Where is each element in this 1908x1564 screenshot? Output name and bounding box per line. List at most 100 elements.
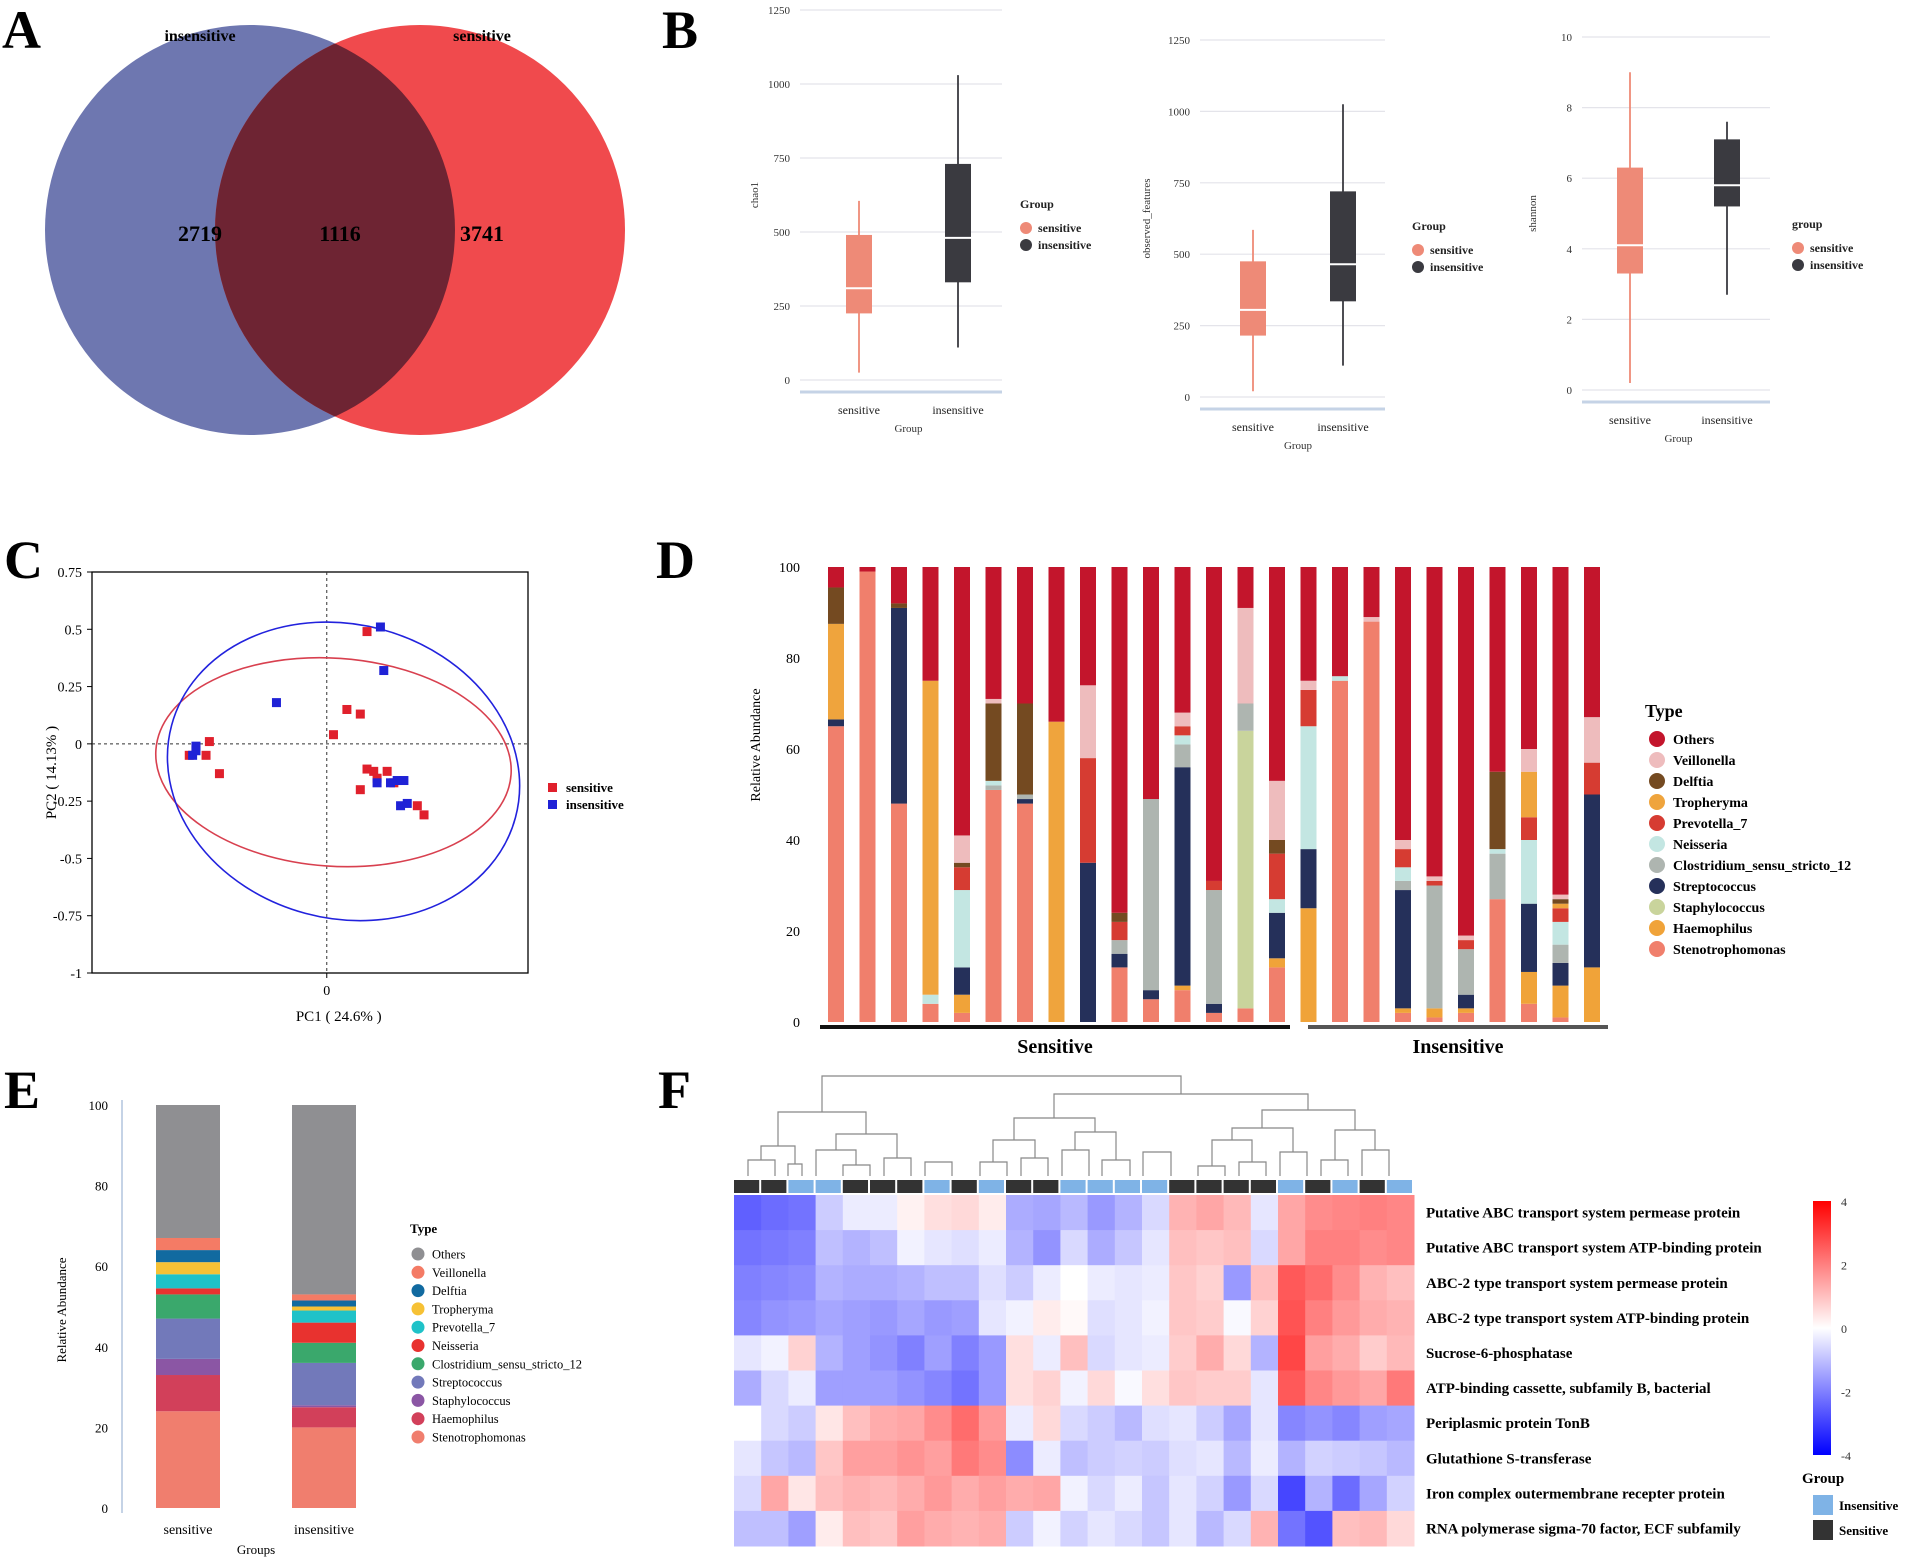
heatmap-cell bbox=[1114, 1335, 1143, 1371]
heatmap-cell bbox=[1060, 1370, 1089, 1407]
heatmap-cell bbox=[1169, 1335, 1197, 1371]
legend-label: Veillonella bbox=[432, 1266, 487, 1280]
group-label: Sensitive bbox=[1017, 1036, 1093, 1058]
group-strip-cell bbox=[788, 1180, 814, 1193]
heatmap-cell bbox=[870, 1370, 898, 1407]
heatmap-cell bbox=[924, 1440, 953, 1477]
heatmap-cell bbox=[870, 1265, 898, 1301]
bar-segment-clostridium_sensu_stricto_12 bbox=[985, 785, 1002, 790]
bar-segment-haemophilus bbox=[1300, 908, 1317, 1022]
heatmap-cell bbox=[951, 1440, 980, 1477]
venn-count-insensitive: 2719 bbox=[178, 221, 222, 246]
bar-segment-streptococcus bbox=[1395, 890, 1411, 1009]
heatmap-cell bbox=[761, 1195, 789, 1231]
dendrogram-branch bbox=[1053, 1093, 1309, 1118]
heatmap-cell bbox=[1359, 1405, 1388, 1442]
heatmap-cell bbox=[1332, 1300, 1361, 1336]
dendrogram-branch bbox=[1142, 1151, 1172, 1176]
bar-segment-veillonella bbox=[292, 1294, 356, 1301]
x-axis-label: PC1 ( 24.6% ) bbox=[296, 1009, 382, 1025]
legend-marker bbox=[1649, 752, 1665, 768]
heatmap-cell bbox=[924, 1370, 953, 1407]
heatmap-cell bbox=[815, 1335, 844, 1371]
group-strip-cell bbox=[951, 1180, 977, 1193]
heatmap-cell bbox=[951, 1510, 980, 1547]
boxplot-shannon: 0 2 4 6 8 10 shannon sensitive insensitive Group g… bbox=[1527, 32, 1864, 445]
heatmap-cell bbox=[1196, 1230, 1225, 1266]
y-tick-label: 1000 bbox=[1168, 106, 1191, 118]
heatmap-cell bbox=[1087, 1510, 1116, 1547]
bar-segment-clostridium_sensu_stricto_12 bbox=[1111, 940, 1128, 954]
bar-segment-others bbox=[1300, 567, 1317, 681]
bar-segment-streptococcus bbox=[1143, 990, 1159, 1000]
dendrogram-branch bbox=[1334, 1129, 1376, 1160]
venn-count-intersection: 1116 bbox=[319, 221, 361, 246]
x-axis-label: Groups bbox=[237, 1542, 275, 1557]
heatmap-cell bbox=[788, 1265, 817, 1301]
group-strip-cell bbox=[1033, 1180, 1059, 1193]
bar-segment-others bbox=[1363, 567, 1380, 618]
legend-label: Haemophilus bbox=[432, 1412, 499, 1426]
bar-segment-streptococcus bbox=[891, 607, 907, 804]
row-label: ATP-binding cassette, subfamily B, bacte… bbox=[1426, 1381, 1711, 1397]
heatmap-cell bbox=[924, 1510, 953, 1547]
heatmap-cell bbox=[1305, 1475, 1333, 1512]
dendrogram-branch bbox=[815, 1149, 857, 1176]
venn-count-sensitive: 3741 bbox=[460, 221, 504, 246]
heatmap-cell bbox=[951, 1370, 980, 1407]
point-sensitive bbox=[419, 810, 429, 820]
box-sensitive bbox=[1617, 167, 1643, 274]
dendrogram-branch bbox=[1279, 1151, 1308, 1176]
bar-segment-delftia bbox=[1552, 899, 1569, 904]
group-legend-label: Insensitive bbox=[1839, 1498, 1898, 1513]
group-label: Insensitive bbox=[1412, 1036, 1503, 1058]
heatmap-cell bbox=[761, 1230, 789, 1266]
legend-label: Neisseria bbox=[432, 1339, 479, 1353]
bar-segment-stenotrophomonas bbox=[292, 1427, 356, 1508]
heatmap-cell bbox=[734, 1405, 762, 1442]
heatmap-cell bbox=[1033, 1510, 1061, 1547]
heatmap-cell bbox=[1060, 1475, 1089, 1512]
bar-segment-delftia bbox=[156, 1250, 220, 1263]
bar-segment-stenotrophomonas bbox=[922, 1003, 939, 1022]
heatmap-cell bbox=[842, 1195, 871, 1231]
heatmap-cell bbox=[1087, 1300, 1116, 1336]
heatmap-cell bbox=[788, 1510, 817, 1547]
bar-segment-delftia bbox=[954, 862, 970, 868]
heatmap-cell bbox=[815, 1510, 844, 1547]
heatmap-cell bbox=[1006, 1335, 1034, 1371]
dendrogram-branch bbox=[883, 1157, 912, 1176]
heatmap-cell bbox=[1196, 1405, 1225, 1442]
box-insensitive bbox=[945, 163, 971, 283]
heatmap-cell bbox=[1060, 1265, 1089, 1301]
heatmap-cell bbox=[815, 1265, 844, 1301]
heatmap-cell bbox=[1060, 1510, 1089, 1547]
heatmap-cell bbox=[897, 1510, 925, 1547]
heatmap-cell bbox=[951, 1335, 980, 1371]
dendrogram-branch bbox=[1320, 1159, 1349, 1176]
y-tick-label: 6 bbox=[1567, 173, 1573, 185]
group-legend-label: Sensitive bbox=[1839, 1523, 1888, 1538]
heatmap-cell bbox=[951, 1195, 980, 1231]
point-sensitive bbox=[328, 730, 338, 740]
legend-label: Delftia bbox=[432, 1284, 467, 1298]
dendrogram-branch bbox=[1101, 1159, 1131, 1176]
y-tick-label: 0 bbox=[75, 738, 82, 753]
x-tick-label: insensitive bbox=[294, 1523, 354, 1538]
heatmap-cell bbox=[951, 1265, 980, 1301]
panel-label-d: D bbox=[656, 530, 695, 590]
heatmap-cell bbox=[1142, 1405, 1170, 1442]
heatmap-cell bbox=[1386, 1335, 1415, 1371]
heatmap-cell bbox=[1305, 1440, 1333, 1477]
colorbar-tick-label: 0 bbox=[1841, 1322, 1847, 1336]
heatmap-cell bbox=[1033, 1230, 1061, 1266]
bar-segment-streptococcus bbox=[1521, 903, 1537, 972]
heatmap-cell bbox=[1169, 1475, 1197, 1512]
bar-segment-others bbox=[1111, 567, 1128, 913]
heatmap-cell bbox=[1386, 1440, 1415, 1477]
heatmap-cell bbox=[924, 1405, 953, 1442]
bar-segment-others bbox=[1552, 567, 1569, 895]
point-sensitive bbox=[355, 785, 365, 795]
heatmap-cell bbox=[1332, 1265, 1361, 1301]
heatmap-cell bbox=[870, 1195, 898, 1231]
